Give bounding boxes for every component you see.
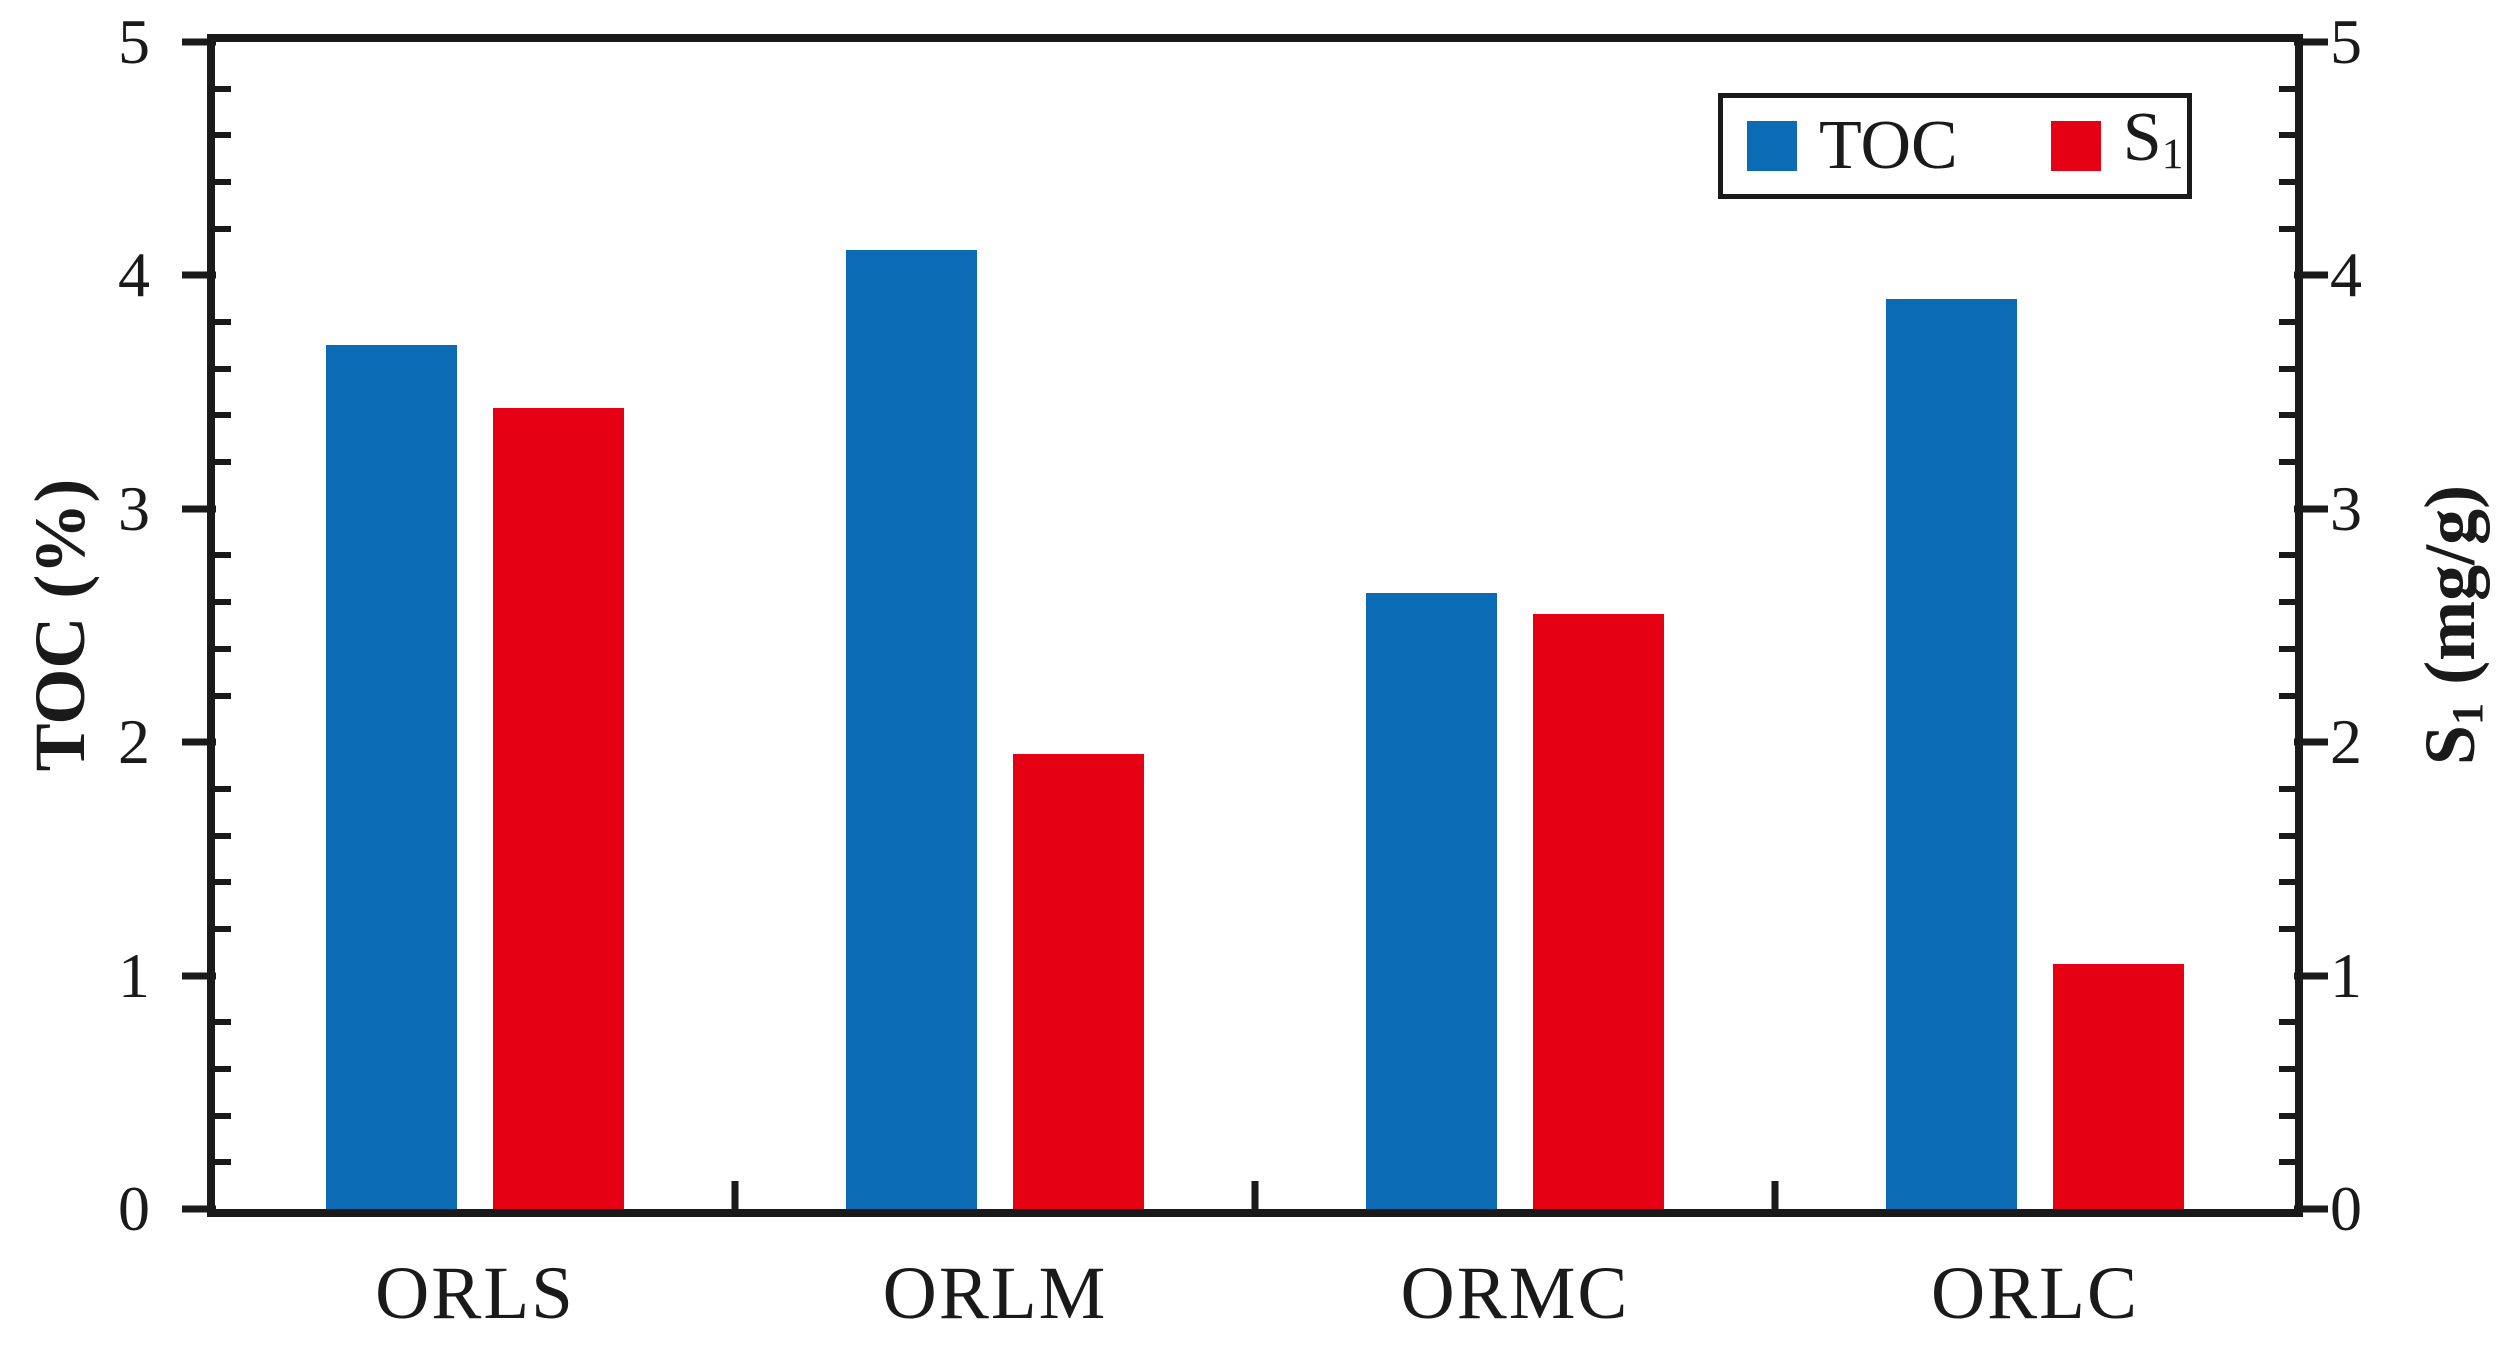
left-axis-minor-tick [207, 85, 231, 92]
left-axis-minor-tick [207, 1159, 231, 1166]
s1-bar-orlm [1013, 754, 1144, 1209]
right-axis-tick-label: 4 [2330, 239, 2362, 311]
right-axis-minor-tick [2279, 459, 2303, 466]
right-axis-minor-tick [2279, 599, 2303, 606]
toc-bar-orls [326, 345, 457, 1209]
right-axis-tick-label: 0 [2330, 1173, 2362, 1244]
right-axis-minor-tick [2279, 412, 2303, 419]
left-axis-major-tick [182, 505, 216, 513]
left-axis-minor-tick [207, 879, 231, 886]
right-axis-title: S1 (mg/g) [2405, 375, 2495, 875]
right-axis-minor-tick [2279, 1112, 2303, 1119]
left-axis-minor-tick [207, 785, 231, 792]
right-axis-minor-tick [2279, 225, 2303, 232]
right-axis-tick-label: 3 [2330, 472, 2362, 544]
left-axis-minor-tick [207, 552, 231, 559]
left-axis-minor-tick [207, 692, 231, 699]
toc-bar-orlc [1886, 299, 2017, 1209]
right-axis-minor-tick [2279, 552, 2303, 559]
s1-bar-orls [493, 408, 624, 1209]
x-axis-tick [1251, 1181, 1259, 1209]
s1-bar-ormc [1533, 614, 1664, 1209]
left-axis-tick-label: 1 [118, 939, 150, 1011]
x-axis-tick [731, 1181, 739, 1209]
left-axis-minor-tick [207, 132, 231, 139]
toc-legend-label: TOC [1819, 107, 1958, 184]
s1-bar-orlc [2053, 964, 2184, 1209]
s1-legend-label-main: S [2122, 99, 2162, 177]
x-category-label-ormc: ORMC [1400, 1252, 1630, 1335]
left-axis-minor-tick [207, 319, 231, 326]
right-axis-tick-label: 1 [2330, 939, 2362, 1011]
left-axis-tick-label: 2 [118, 706, 150, 778]
legend-item-s1: S1 [2050, 103, 2184, 189]
legend-item-toc: TOC [1747, 111, 1958, 181]
left-axis-minor-tick [207, 1065, 231, 1072]
left-axis-minor-tick [207, 412, 231, 419]
left-axis-minor-tick [207, 925, 231, 932]
toc-bar-orlm [846, 250, 977, 1209]
right-axis-minor-tick [2279, 832, 2303, 839]
right-axis-major-tick [2294, 1205, 2328, 1213]
s1-legend-swatch [2050, 120, 2101, 171]
right-axis-major-tick [2294, 972, 2328, 980]
right-axis-tick-label: 2 [2330, 706, 2362, 778]
right-axis-minor-tick [2279, 1159, 2303, 1166]
x-category-label-orlc: ORLC [1930, 1252, 2140, 1335]
left-axis-tick-label: 5 [118, 6, 150, 77]
x-category-label-orlm: ORLM [882, 1252, 1108, 1335]
s1-legend-label-subscript: 1 [2161, 129, 2184, 178]
right-axis-major-tick [2294, 271, 2328, 279]
legend: TOC S1 [1718, 93, 2192, 199]
right-axis-minor-tick [2279, 925, 2303, 932]
plot-area [182, 38, 2328, 1213]
left-axis-minor-tick [207, 645, 231, 652]
right-axis-minor-tick [2279, 132, 2303, 139]
left-axis-minor-tick [207, 1019, 231, 1026]
left-axis-minor-tick [207, 832, 231, 839]
left-axis-minor-tick [207, 459, 231, 466]
left-axis-major-tick [182, 738, 216, 746]
left-axis-minor-tick [207, 179, 231, 186]
toc-legend-swatch [1747, 121, 1797, 171]
right-axis-minor-tick [2279, 179, 2303, 186]
left-axis-major-tick [182, 271, 216, 279]
left-axis-minor-tick [207, 1112, 231, 1119]
left-axis-major-tick [182, 1205, 216, 1213]
right-axis-minor-tick [2279, 879, 2303, 886]
right-axis-minor-tick [2279, 1065, 2303, 1072]
right-axis-major-tick [2294, 38, 2328, 46]
right-axis-minor-tick [2279, 365, 2303, 372]
x-category-label-orls: ORLS [375, 1252, 575, 1335]
left-axis-minor-tick [207, 365, 231, 372]
right-axis-minor-tick [2279, 1019, 2303, 1026]
left-axis-minor-tick [207, 225, 231, 232]
right-axis-major-tick [2294, 738, 2328, 746]
right-axis-minor-tick [2279, 319, 2303, 326]
right-axis-major-tick [2294, 505, 2328, 513]
left-axis-minor-tick [207, 599, 231, 606]
right-axis-minor-tick [2279, 85, 2303, 92]
s1-legend-label: S1 [2123, 103, 2184, 189]
toc-bar-ormc [1366, 593, 1497, 1209]
left-axis-tick-label: 3 [118, 472, 150, 544]
left-axis-tick-label: 0 [118, 1173, 150, 1244]
x-axis-tick [1771, 1181, 1779, 1209]
left-axis-tick-label: 4 [118, 239, 150, 311]
right-axis-minor-tick [2279, 785, 2303, 792]
right-axis-tick-label: 5 [2330, 6, 2362, 77]
left-axis-major-tick [182, 38, 216, 46]
right-axis-minor-tick [2279, 645, 2303, 652]
right-axis-minor-tick [2279, 692, 2303, 699]
left-axis-title: TOC (%) [20, 478, 100, 772]
left-axis-major-tick [182, 972, 216, 980]
